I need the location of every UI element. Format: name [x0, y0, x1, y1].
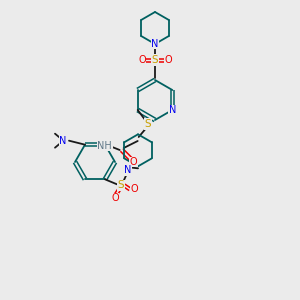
- Text: O: O: [111, 193, 119, 203]
- Text: N: N: [169, 105, 176, 115]
- Text: N: N: [59, 136, 67, 146]
- Text: O: O: [138, 55, 146, 65]
- Text: S: S: [152, 55, 158, 65]
- Text: S: S: [144, 119, 151, 129]
- Text: O: O: [130, 184, 138, 194]
- Text: O: O: [164, 55, 172, 65]
- Text: S: S: [118, 180, 124, 190]
- Text: NH: NH: [97, 141, 112, 151]
- Text: O: O: [130, 157, 137, 167]
- Text: N: N: [151, 39, 159, 49]
- Text: N: N: [124, 165, 132, 175]
